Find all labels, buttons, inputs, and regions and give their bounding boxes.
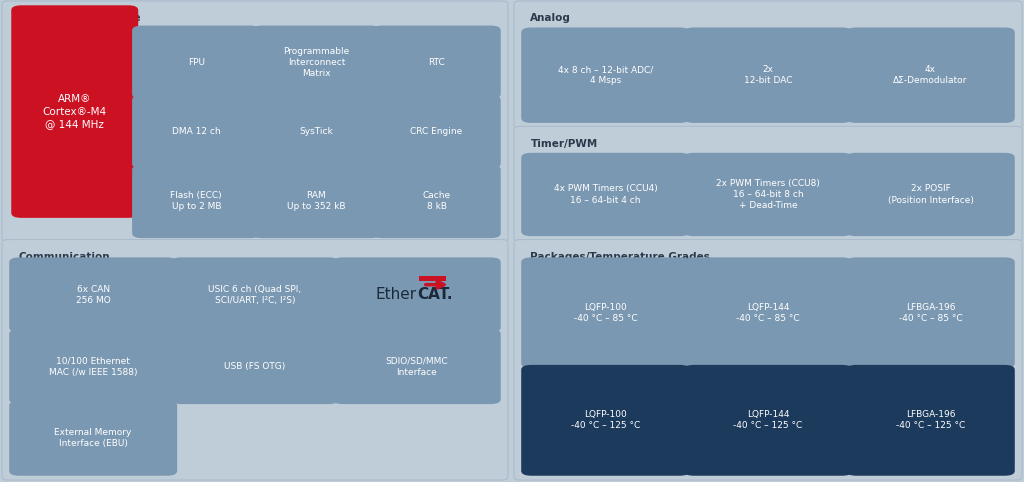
Text: RTC: RTC — [428, 58, 445, 67]
Text: SDIO/SD/MMC
Interface: SDIO/SD/MMC Interface — [385, 357, 449, 376]
Text: CRC Engine: CRC Engine — [411, 127, 463, 136]
Text: 2x PWM Timers (CCU8)
16 – 64-bit 8 ch
+ Dead-Time: 2x PWM Timers (CCU8) 16 – 64-bit 8 ch + … — [716, 179, 820, 210]
FancyBboxPatch shape — [684, 257, 852, 368]
Text: System Performance: System Performance — [18, 13, 141, 24]
Text: 4x 8 ch – 12-bit ADC/
4 Msps: 4x 8 ch – 12-bit ADC/ 4 Msps — [558, 65, 653, 85]
Text: 2x POSIF
(Position Interface): 2x POSIF (Position Interface) — [888, 185, 974, 204]
Text: SysTick: SysTick — [300, 127, 333, 136]
Text: LQFP-100
-40 °C – 85 °C: LQFP-100 -40 °C – 85 °C — [573, 303, 637, 323]
FancyBboxPatch shape — [2, 240, 508, 480]
FancyBboxPatch shape — [132, 165, 260, 238]
Text: ARM®
Cortex®-M4
@ 144 MHz: ARM® Cortex®-M4 @ 144 MHz — [43, 94, 106, 129]
FancyBboxPatch shape — [521, 27, 690, 123]
FancyBboxPatch shape — [521, 257, 690, 368]
Text: Ether: Ether — [376, 287, 417, 302]
Text: LFBGA-196
-40 °C – 125 °C: LFBGA-196 -40 °C – 125 °C — [896, 410, 965, 430]
FancyBboxPatch shape — [684, 27, 852, 123]
FancyBboxPatch shape — [521, 153, 690, 236]
FancyBboxPatch shape — [514, 126, 1022, 241]
FancyBboxPatch shape — [846, 257, 1015, 368]
Text: 4x
ΔΣ-Demodulator: 4x ΔΣ-Demodulator — [893, 65, 968, 85]
FancyBboxPatch shape — [373, 95, 501, 169]
Text: CAT.: CAT. — [417, 287, 453, 302]
Text: LQFP-144
-40 °C – 125 °C: LQFP-144 -40 °C – 125 °C — [733, 410, 803, 430]
FancyBboxPatch shape — [684, 365, 852, 476]
FancyBboxPatch shape — [171, 329, 339, 404]
Text: Programmable
Interconnect
Matrix: Programmable Interconnect Matrix — [284, 47, 349, 78]
Text: 10/100 Ethernet
MAC (/w IEEE 1588): 10/100 Ethernet MAC (/w IEEE 1588) — [49, 357, 137, 376]
Text: Packages/Temperature Grades: Packages/Temperature Grades — [530, 252, 711, 262]
FancyBboxPatch shape — [373, 165, 501, 238]
FancyBboxPatch shape — [373, 26, 501, 99]
FancyBboxPatch shape — [252, 95, 381, 169]
Text: USIC 6 ch (Quad SPI,
SCI/UART, I²C, I²S): USIC 6 ch (Quad SPI, SCI/UART, I²C, I²S) — [209, 285, 301, 305]
Text: DMA 12 ch: DMA 12 ch — [172, 127, 220, 136]
Text: 6x CAN
256 MO: 6x CAN 256 MO — [76, 285, 111, 305]
FancyBboxPatch shape — [132, 95, 260, 169]
Text: Cache
8 kB: Cache 8 kB — [423, 191, 451, 212]
Text: LFBGA-196
-40 °C – 85 °C: LFBGA-196 -40 °C – 85 °C — [899, 303, 963, 323]
Text: Analog: Analog — [530, 13, 571, 24]
FancyBboxPatch shape — [419, 276, 446, 281]
FancyBboxPatch shape — [11, 5, 138, 218]
FancyBboxPatch shape — [171, 257, 339, 333]
Text: LQFP-100
-40 °C – 125 °C: LQFP-100 -40 °C – 125 °C — [571, 410, 640, 430]
Text: FPU: FPU — [187, 58, 205, 67]
FancyBboxPatch shape — [9, 257, 177, 333]
Text: USB (FS OTG): USB (FS OTG) — [224, 362, 286, 371]
FancyBboxPatch shape — [9, 329, 177, 404]
FancyBboxPatch shape — [252, 165, 381, 238]
FancyBboxPatch shape — [514, 240, 1022, 480]
Text: Communication: Communication — [18, 252, 110, 262]
FancyBboxPatch shape — [252, 26, 381, 99]
Text: Timer/PWM: Timer/PWM — [530, 139, 598, 149]
Text: RAM
Up to 352 kB: RAM Up to 352 kB — [287, 191, 346, 212]
Text: Flash (ECC)
Up to 2 MB: Flash (ECC) Up to 2 MB — [170, 191, 222, 212]
Text: 4x PWM Timers (CCU4)
16 – 64-bit 4 ch: 4x PWM Timers (CCU4) 16 – 64-bit 4 ch — [554, 185, 657, 204]
FancyBboxPatch shape — [846, 27, 1015, 123]
Text: External Memory
Interface (EBU): External Memory Interface (EBU) — [54, 428, 132, 448]
FancyBboxPatch shape — [684, 153, 852, 236]
FancyBboxPatch shape — [2, 1, 508, 241]
FancyBboxPatch shape — [521, 365, 690, 476]
Text: LQFP-144
-40 °C – 85 °C: LQFP-144 -40 °C – 85 °C — [736, 303, 800, 323]
FancyBboxPatch shape — [514, 1, 1022, 128]
FancyBboxPatch shape — [9, 401, 177, 476]
FancyBboxPatch shape — [132, 26, 260, 99]
FancyBboxPatch shape — [846, 153, 1015, 236]
FancyBboxPatch shape — [333, 257, 501, 333]
FancyBboxPatch shape — [333, 329, 501, 404]
FancyBboxPatch shape — [846, 365, 1015, 476]
Text: 2x
12-bit DAC: 2x 12-bit DAC — [743, 65, 793, 85]
